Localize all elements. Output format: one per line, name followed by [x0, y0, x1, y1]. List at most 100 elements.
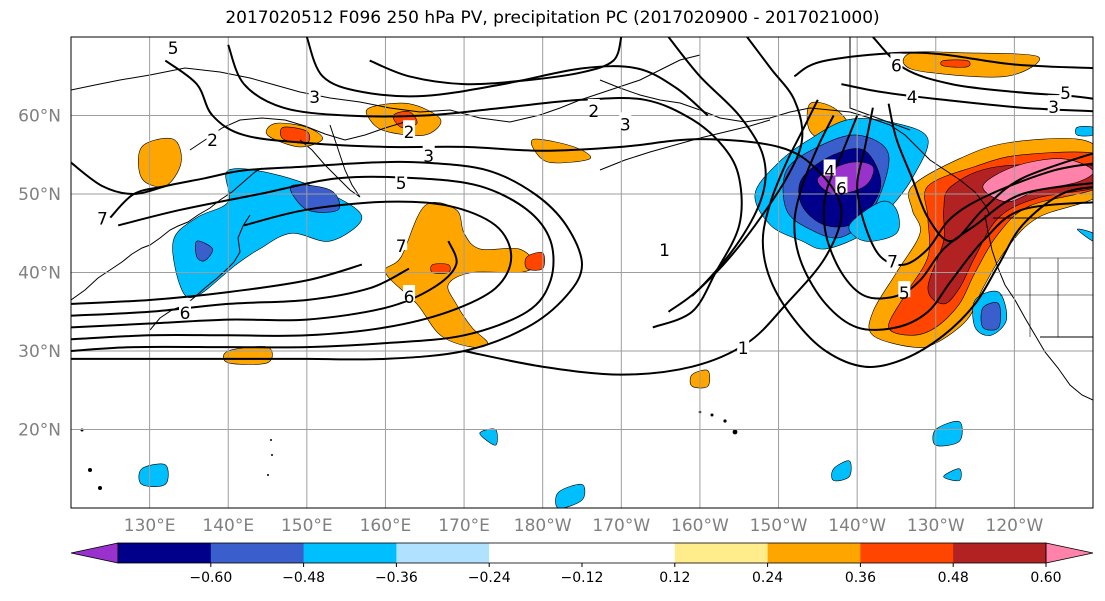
hawaii-island [723, 419, 727, 423]
latitude-tick-label: 40°N [18, 264, 61, 284]
colorbar-segment [674, 543, 769, 563]
precip-anomaly-patch [555, 483, 586, 508]
pv-contour-line [71, 175, 555, 352]
precip-anomaly-patch [384, 202, 536, 348]
longitude-tick-label: 170°E [438, 516, 490, 536]
contour-label-bg [178, 300, 191, 317]
longitude-tick-label: 160°E [360, 516, 412, 536]
precip-anomaly-patch [138, 137, 182, 188]
pv-contour-line [71, 267, 410, 317]
contour-label: 6 [891, 56, 902, 76]
contour-label-bg [823, 159, 836, 176]
contour-label-bg [906, 84, 919, 101]
latitude-tick-label: 50°N [18, 185, 61, 205]
island-dot [98, 486, 102, 490]
contour-label: 2 [207, 131, 218, 151]
hawaii-island [710, 413, 714, 417]
contour-label: 6 [180, 304, 191, 324]
coastline-east-asia [71, 167, 263, 301]
island-dot [88, 468, 92, 472]
island-dot [270, 439, 272, 441]
colorbar-tick-label: 0.48 [938, 570, 969, 586]
precip-anomaly-patch [940, 59, 971, 68]
longitude-tick-label: 140°W [828, 516, 886, 536]
contour-label-bg [658, 237, 671, 254]
contour-label: 5 [1060, 84, 1071, 104]
coastlines [71, 37, 1093, 401]
colorbar-segment [767, 543, 861, 563]
contour-label: 6 [836, 180, 847, 200]
pv-contour-line [71, 200, 513, 341]
longitude-tick-label: 140°E [202, 516, 254, 536]
longitude-tick-label: 170°W [592, 516, 650, 536]
colorbar-segment [489, 543, 583, 563]
contour-label-bg [587, 99, 600, 116]
pv-contour-line [822, 115, 1093, 300]
longitude-tick-label: 130°W [907, 516, 965, 536]
pv-contour-line [761, 99, 1093, 368]
colorbar-segment [582, 543, 676, 563]
precip-anomaly-patch [831, 460, 852, 482]
precip-anomaly-patch [430, 263, 451, 274]
pv-contour-line [369, 37, 623, 86]
pacific-islands [80, 410, 738, 490]
contour-label: 3 [620, 115, 631, 135]
colorbar-segment [860, 543, 954, 563]
contour-label: 5 [168, 39, 179, 59]
latitude-tick-label: 20°N [18, 421, 61, 441]
pv-contour-line [71, 263, 363, 305]
colorbar: −0.60 −0.48 −0.36 −0.24 −0.12 0.12 0.24 0.36 0.4… [70, 542, 1094, 586]
colorbar-tick-label: −0.36 [375, 570, 418, 586]
contour-label-bg [403, 285, 416, 302]
longitude-tick-label: 180°W [514, 516, 572, 536]
island-dot [271, 454, 273, 456]
colorbar-tick-label: 0.60 [1030, 570, 1061, 586]
contour-label: 1 [659, 241, 670, 261]
precip-anomaly-patch [195, 240, 213, 262]
longitude-tick-label: 150°W [750, 516, 808, 536]
axis-tick-labels: 130°E 140°E 150°E 160°E 170°E 180°W 170°W 160°W… [18, 107, 1043, 537]
contour-label-bg [167, 37, 180, 53]
contour-label-bg [737, 336, 750, 353]
hawaii-island [732, 429, 738, 435]
contour-label: 6 [404, 288, 415, 308]
contour-label-bg [403, 120, 416, 137]
pv-contour-line [164, 59, 843, 376]
contour-label: 2 [588, 102, 599, 122]
pv-contour-line [691, 37, 804, 297]
boundary-alaska-canada [849, 37, 911, 131]
pv-contours [71, 37, 1093, 376]
contour-label: 4 [907, 88, 918, 108]
island-dot [267, 474, 269, 476]
contour-label: 3 [309, 88, 320, 108]
colorbar-tick-label: −0.24 [468, 570, 511, 586]
coastline-aleutians [599, 119, 771, 171]
contour-label: 7 [396, 237, 407, 257]
contour-label-bg [898, 281, 911, 298]
contour-label: 7 [887, 253, 898, 273]
colorbar-tick-label: −0.48 [282, 570, 325, 586]
pv-contour-line [305, 37, 709, 117]
colorbar-extend-high [1045, 542, 1094, 564]
colorbar-segment [118, 543, 212, 563]
precip-anomaly-patch [943, 468, 962, 482]
contour-label-bg [395, 234, 408, 251]
coastline-kamchatka [299, 124, 361, 198]
coastline-okhotsk [189, 117, 406, 151]
pv-contour-line [71, 240, 458, 329]
colorbar-tick-label: −0.12 [561, 570, 604, 586]
precip-anomaly-patch [932, 420, 963, 447]
contour-label-bg [1059, 80, 1072, 97]
colorbar-segment [953, 543, 1047, 563]
colorbar-extend-low [70, 542, 119, 564]
precip-anomaly-patch [902, 51, 1040, 78]
longitude-tick-label: 130°E [124, 516, 176, 536]
contour-label: 3 [1048, 98, 1059, 118]
contour-label-bg [395, 171, 408, 188]
coastline-alaska [599, 79, 991, 216]
colorbar-tick-label: −0.60 [189, 570, 232, 586]
longitude-tick-label: 150°E [281, 516, 333, 536]
pv-contour-line [71, 160, 584, 361]
pv-contour-line [793, 115, 1093, 331]
